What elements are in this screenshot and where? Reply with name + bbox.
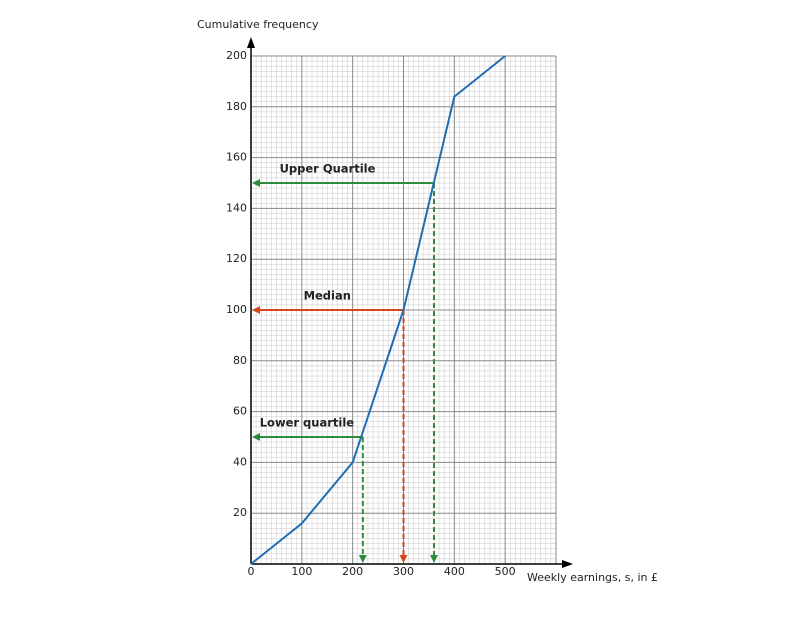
- annotation-arrowhead: [252, 433, 260, 441]
- y-tick-label: 20: [233, 506, 247, 519]
- x-tick-label: 400: [444, 565, 465, 578]
- annotation-label: Lower quartile: [260, 416, 355, 430]
- annotation-arrowhead: [252, 179, 260, 187]
- x-tick-label: 300: [393, 565, 414, 578]
- annotation-arrowhead: [252, 306, 260, 314]
- annotation-arrowhead: [430, 555, 438, 563]
- y-tick-label: 180: [226, 100, 247, 113]
- x-tick-label: 100: [291, 565, 312, 578]
- x-axis-label: Weekly earnings, s, in £: [527, 571, 658, 584]
- y-axis-arrow: [247, 37, 255, 48]
- annotation-arrowhead: [358, 555, 367, 563]
- x-tick-label: 0: [248, 565, 255, 578]
- x-tick-label: 200: [342, 565, 363, 578]
- y-tick-label: 60: [233, 405, 247, 418]
- annotation-arrowhead: [399, 555, 408, 563]
- data-line: [250, 55, 506, 565]
- annotation-label: Upper Quartile: [280, 162, 376, 176]
- y-tick-label: 80: [233, 354, 247, 367]
- y-tick-label: 160: [226, 151, 247, 164]
- y-tick-label: 140: [226, 201, 247, 214]
- y-axis-label: Cumulative frequency: [197, 18, 319, 31]
- x-tick-label: 500: [495, 565, 516, 578]
- y-tick-label: 100: [226, 303, 247, 316]
- y-tick-label: 40: [233, 455, 247, 468]
- y-tick-label: 200: [226, 49, 247, 62]
- annotation-label: Median: [304, 289, 351, 303]
- x-axis-arrow: [562, 560, 573, 568]
- y-tick-label: 120: [226, 252, 247, 265]
